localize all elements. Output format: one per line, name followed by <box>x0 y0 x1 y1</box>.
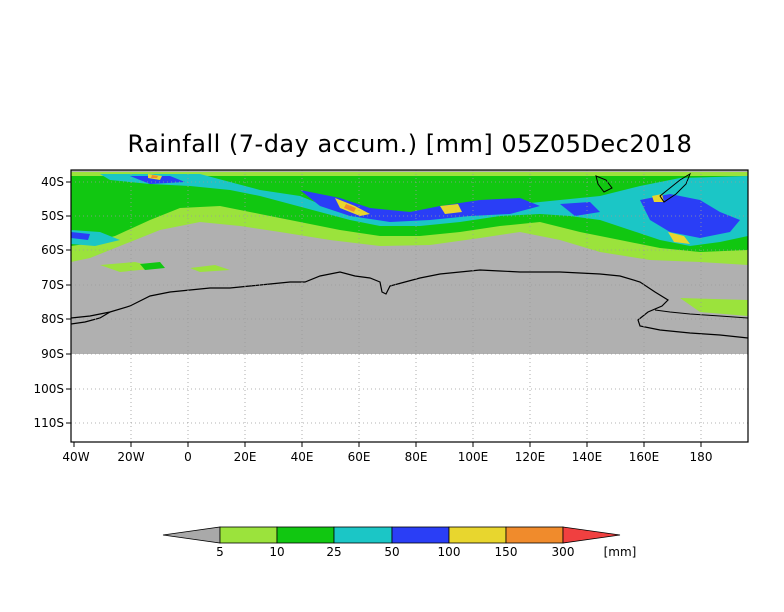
lat-label: 60S <box>41 243 64 257</box>
lon-label: 100E <box>458 450 489 464</box>
lat-label: 50S <box>41 209 64 223</box>
lon-label: 40W <box>62 450 89 464</box>
lon-label: 180 <box>690 450 713 464</box>
lon-label: 60E <box>348 450 371 464</box>
lon-label: 160E <box>629 450 660 464</box>
lat-label: 100S <box>33 382 64 396</box>
lon-label: 140E <box>572 450 603 464</box>
colorbar-label: 50 <box>384 545 399 559</box>
colorbar-over-triangle <box>562 526 621 544</box>
map-grid <box>71 170 748 442</box>
lon-label: 0 <box>184 450 192 464</box>
map-frame <box>70 169 749 443</box>
lon-labels: 40W 20W 0 20E 40E 60E 80E 100E 120E 140E… <box>62 450 712 464</box>
colorbar-label: 150 <box>495 545 518 559</box>
colorbar-swatch <box>333 526 393 544</box>
lon-label: 40E <box>291 450 314 464</box>
colorbar-label: 25 <box>326 545 341 559</box>
colorbar-swatch <box>391 526 450 544</box>
rain-band-150mm <box>151 175 356 212</box>
lon-label: 120E <box>515 450 546 464</box>
lon-label: 20E <box>234 450 257 464</box>
lon-label: 80E <box>405 450 428 464</box>
colorbar-label: 300 <box>552 545 575 559</box>
lat-label: 80S <box>41 312 64 326</box>
lat-axis <box>66 181 71 424</box>
colorbar-label: 5 <box>216 545 224 559</box>
antarctica-coastline <box>71 269 748 339</box>
lat-label: 40S <box>41 175 64 189</box>
colorbar-swatch <box>276 526 335 544</box>
ross-ice-shelf-outline <box>654 309 748 319</box>
colorbar-swatch <box>219 526 278 544</box>
colorbar <box>162 526 621 544</box>
colorbar-swatch <box>448 526 507 544</box>
lat-label: 90S <box>41 347 64 361</box>
colorbar-labels: 5 10 25 50 100 150 300 [mm] <box>216 545 636 559</box>
colorbar-under-triangle <box>162 526 221 544</box>
colorbar-swatch <box>505 526 564 544</box>
lat-labels: 40S 50S 60S 70S 80S 90S 100S 110S <box>33 175 64 430</box>
lon-axis <box>73 442 702 447</box>
lon-label: 20W <box>117 450 144 464</box>
map-plot-area <box>71 170 748 442</box>
colorbar-label: 10 <box>269 545 284 559</box>
colorbar-label: 100 <box>438 545 461 559</box>
colorbar-unit: [mm] <box>604 545 637 559</box>
peninsula-coastline <box>71 311 111 325</box>
lat-label: 70S <box>41 278 64 292</box>
lat-label: 110S <box>33 416 64 430</box>
map-title: Rainfall (7-day accum.) [mm] 05Z05Dec201… <box>127 130 693 158</box>
nz-coastline <box>595 172 692 203</box>
